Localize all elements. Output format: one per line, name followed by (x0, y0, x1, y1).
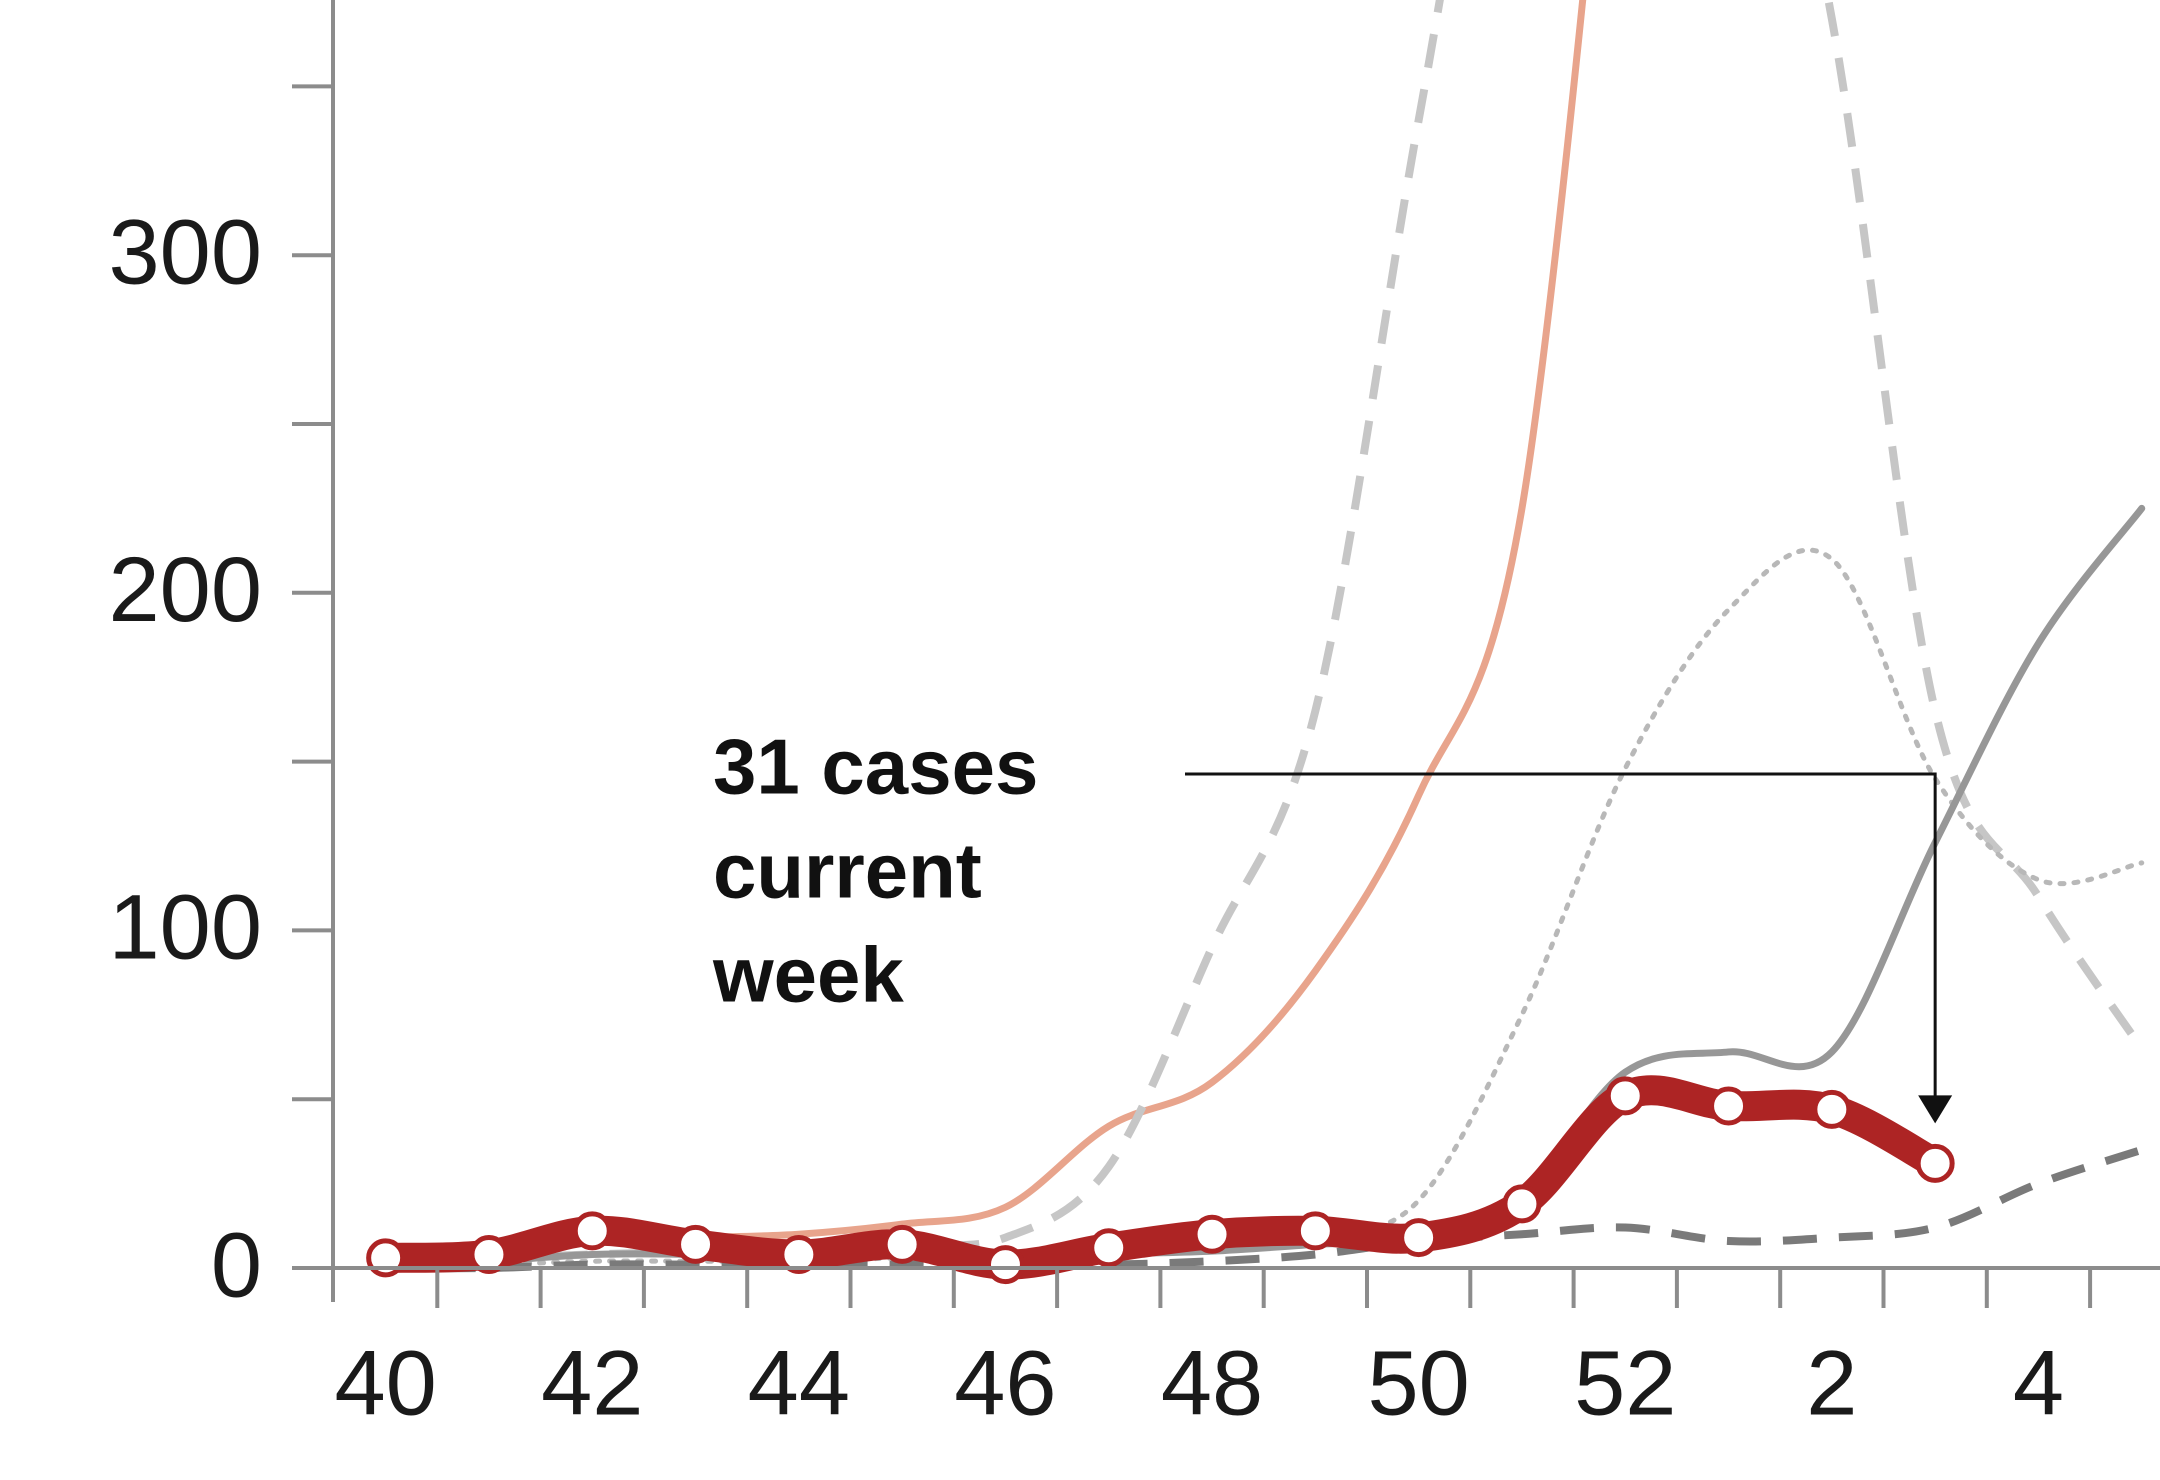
annotation-text: current (713, 827, 982, 915)
x-tick-label: 52 (1574, 1332, 1676, 1434)
point-marker (1605, 1076, 1645, 1116)
plot-area (366, 0, 2146, 1285)
point-marker (1192, 1214, 1232, 1254)
y-tick-label: 300 (109, 201, 263, 303)
point-marker (676, 1224, 716, 1264)
point-marker (1709, 1086, 1749, 1126)
point-marker (882, 1224, 922, 1264)
series-line (385, 1146, 2143, 1273)
x-tick-label: 40 (334, 1332, 436, 1434)
point-marker (1089, 1228, 1129, 1268)
y-tick-label: 0 (211, 1214, 262, 1316)
series-line (385, 0, 2146, 1266)
point-marker (985, 1245, 1025, 1285)
x-tick-label: 4 (2013, 1332, 2064, 1434)
series-line (382, 504, 2146, 1269)
point-marker (572, 1211, 612, 1251)
y-tick-label: 100 (109, 877, 263, 979)
series-line (382, 0, 1587, 1262)
point-marker (1295, 1211, 1335, 1251)
annotation-text: week (712, 931, 904, 1019)
x-tick-label: 42 (541, 1332, 643, 1434)
point-marker (1915, 1143, 1955, 1183)
point-marker (1399, 1218, 1439, 1258)
annotation-leader (1185, 772, 1937, 1104)
point-marker (1502, 1184, 1542, 1224)
x-tick-label: 46 (954, 1332, 1056, 1434)
x-tick-label: 50 (1367, 1332, 1469, 1434)
x-tick-label: 2 (1806, 1332, 1857, 1434)
series-line (370, 1075, 1951, 1280)
series-line (383, 547, 2145, 1268)
annotation-text: 31 cases (713, 723, 1038, 811)
point-marker (779, 1234, 819, 1274)
x-tick-label: 48 (1161, 1332, 1263, 1434)
point-marker (1812, 1089, 1852, 1129)
point-marker (469, 1234, 509, 1274)
y-tick-label: 200 (109, 539, 263, 641)
x-tick-label: 44 (748, 1332, 850, 1434)
annotation-arrowhead (1918, 1095, 1953, 1124)
